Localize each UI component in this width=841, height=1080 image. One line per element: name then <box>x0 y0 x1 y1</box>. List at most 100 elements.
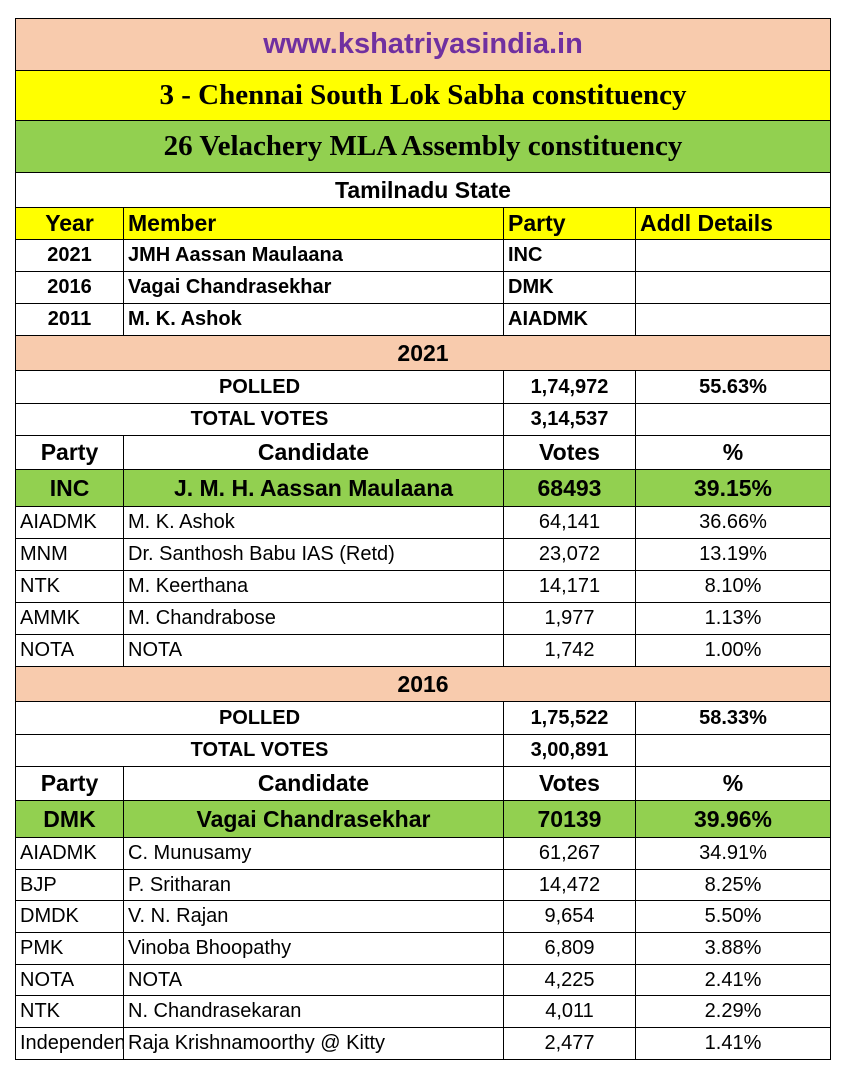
table-cell: 6,809 <box>503 932 636 965</box>
table-row: PMK Vinoba Bhoopathy 6,809 3.88% <box>15 932 832 965</box>
table-cell: 2016 <box>15 271 124 304</box>
column-header: Votes <box>503 766 636 801</box>
table-row: AIADMK M. K. Ashok 64,141 36.66% <box>15 506 832 539</box>
table-row: MNM Dr. Santhosh Babu IAS (Retd) 23,072 13.… <box>15 538 832 571</box>
table-cell: 4,225 <box>503 963 636 997</box>
table-cell: 1.13% <box>634 602 832 635</box>
state: Tamilnadu State <box>14 172 832 208</box>
table-cell: 58.33% <box>634 701 832 735</box>
table-row: NTK M. Keerthana 14,171 8.10% <box>15 570 832 603</box>
table-row: NOTA NOTA 1,742 1.00% <box>15 634 832 667</box>
table-cell: Dr. Santhosh Babu IAS (Retd) <box>123 538 504 571</box>
table-cell: 8.10% <box>634 570 832 603</box>
table-cell: 9,654 <box>503 900 636 934</box>
column-header: Votes <box>503 435 636 470</box>
table-cell: 2,477 <box>503 1027 636 1060</box>
table-cell: 64,141 <box>503 506 636 539</box>
winner-cell: 68493 <box>503 469 636 507</box>
table-row: 2016 Vagai Chandrasekhar DMK <box>15 271 832 304</box>
table-cell: 1.41% <box>634 1027 832 1060</box>
table-row: TOTAL VOTES 3,00,891 <box>15 734 832 767</box>
column-header: Candidate <box>123 766 504 801</box>
table-cell: NTK <box>15 995 124 1029</box>
table-cell: 8.25% <box>634 868 832 902</box>
column-header: Member <box>123 207 504 240</box>
column-header: Addl Details <box>634 207 832 240</box>
table-cell: 1,742 <box>503 634 636 667</box>
table-row: Party Candidate Votes% <box>15 766 832 801</box>
table-cell: 2011 <box>15 303 124 336</box>
table-cell: 2021 <box>15 239 124 272</box>
table-cell: AMMK <box>15 602 124 635</box>
table-cell: M. Keerthana <box>123 570 504 603</box>
table-cell: 14,472 <box>503 868 636 902</box>
winner-cell: J. M. H. Aassan Maulaana <box>123 469 504 507</box>
table-cell: 3,14,537 <box>503 403 636 436</box>
table-cell: V. N. Rajan <box>123 900 504 934</box>
table-cell: AIADMK <box>15 837 124 870</box>
table-cell: P. Sritharan <box>123 868 504 902</box>
column-header: Party <box>15 766 124 801</box>
table-cell: MNM <box>15 538 124 571</box>
website: www.kshatriyasindia.in <box>14 18 832 71</box>
table-cell: NOTA <box>15 963 124 997</box>
table-cell: 4,011 <box>503 995 636 1029</box>
table-row: Party Candidate Votes% <box>15 435 832 470</box>
table-cell: NOTA <box>123 963 504 997</box>
table-row: Independent Raja Krishnamoorthy @ Kitty 2,… <box>15 1027 832 1060</box>
section-year: 2016 <box>14 666 832 702</box>
section-year: 2021 <box>14 335 832 371</box>
table-row: 2021 JMH Aassan Maulaana INC <box>15 239 832 272</box>
table-cell: Raja Krishnamoorthy @ Kitty <box>123 1027 504 1060</box>
table-cell: PMK <box>15 932 124 965</box>
table-cell: JMH Aassan Maulaana <box>123 239 504 272</box>
table-cell: BJP <box>15 868 124 902</box>
table-cell: M. Chandrabose <box>123 602 504 635</box>
column-header: Party <box>503 207 636 240</box>
table-row: 26 Velachery MLA Assembly constituency <box>14 120 832 173</box>
table-row: AIADMK C. Munusamy 61,267 34.91% <box>15 837 832 870</box>
subtitle: 26 Velachery MLA Assembly constituency <box>14 120 832 173</box>
table-row: NOTA NOTA 4,225 2.41% <box>15 963 832 997</box>
title: 3 - Chennai South Lok Sabha constituency <box>14 70 832 121</box>
table-row: POLLED 1,74,972 55.63% <box>15 370 832 404</box>
winner-cell: DMK <box>15 800 124 838</box>
table-row: POLLED 1,75,522 58.33% <box>15 701 832 735</box>
table-row: 3 - Chennai South Lok Sabha constituency <box>14 70 832 121</box>
table-cell: 3,00,891 <box>503 734 636 767</box>
table-cell: M. K. Ashok <box>123 506 504 539</box>
table-cell: C. Munusamy <box>123 837 504 870</box>
table-cell: M. K. Ashok <box>123 303 504 336</box>
table-cell: 2.29% <box>634 995 832 1029</box>
column-header: Year <box>15 207 124 240</box>
table-row: Tamilnadu State <box>14 172 832 208</box>
table-row: DMK Vagai Chandrasekhar 70139 39.96% <box>15 800 832 838</box>
results-table: www.kshatriyasindia.in 3 - Chennai South … <box>14 18 832 1060</box>
table-cell: TOTAL VOTES <box>15 403 504 436</box>
table-cell: 1,74,972 <box>503 370 636 404</box>
column-header: % <box>634 766 832 801</box>
table-row: 2011 M. K. Ashok AIADMK <box>15 303 832 336</box>
table-cell: Vinoba Bhoopathy <box>123 932 504 965</box>
empty-cell <box>634 239 832 272</box>
table-cell: AIADMK <box>503 303 636 336</box>
table-cell: DMDK <box>15 900 124 934</box>
table-row: BJP P. Sritharan 14,472 8.25% <box>15 868 832 902</box>
table-row: www.kshatriyasindia.in <box>14 18 832 71</box>
table-cell: 1,977 <box>503 602 636 635</box>
table-cell: 1,75,522 <box>503 701 636 735</box>
winner-cell: 39.15% <box>634 469 832 507</box>
winner-cell: 70139 <box>503 800 636 838</box>
table-cell: 14,171 <box>503 570 636 603</box>
empty-cell <box>634 734 832 767</box>
column-header: Party <box>15 435 124 470</box>
table-cell: TOTAL VOTES <box>15 734 504 767</box>
table-cell: 2.41% <box>634 963 832 997</box>
table-cell: 13.19% <box>634 538 832 571</box>
table-cell: NOTA <box>15 634 124 667</box>
table-cell: Vagai Chandrasekhar <box>123 271 504 304</box>
table-cell: 3.88% <box>634 932 832 965</box>
table-cell: 5.50% <box>634 900 832 934</box>
column-header: % <box>634 435 832 470</box>
